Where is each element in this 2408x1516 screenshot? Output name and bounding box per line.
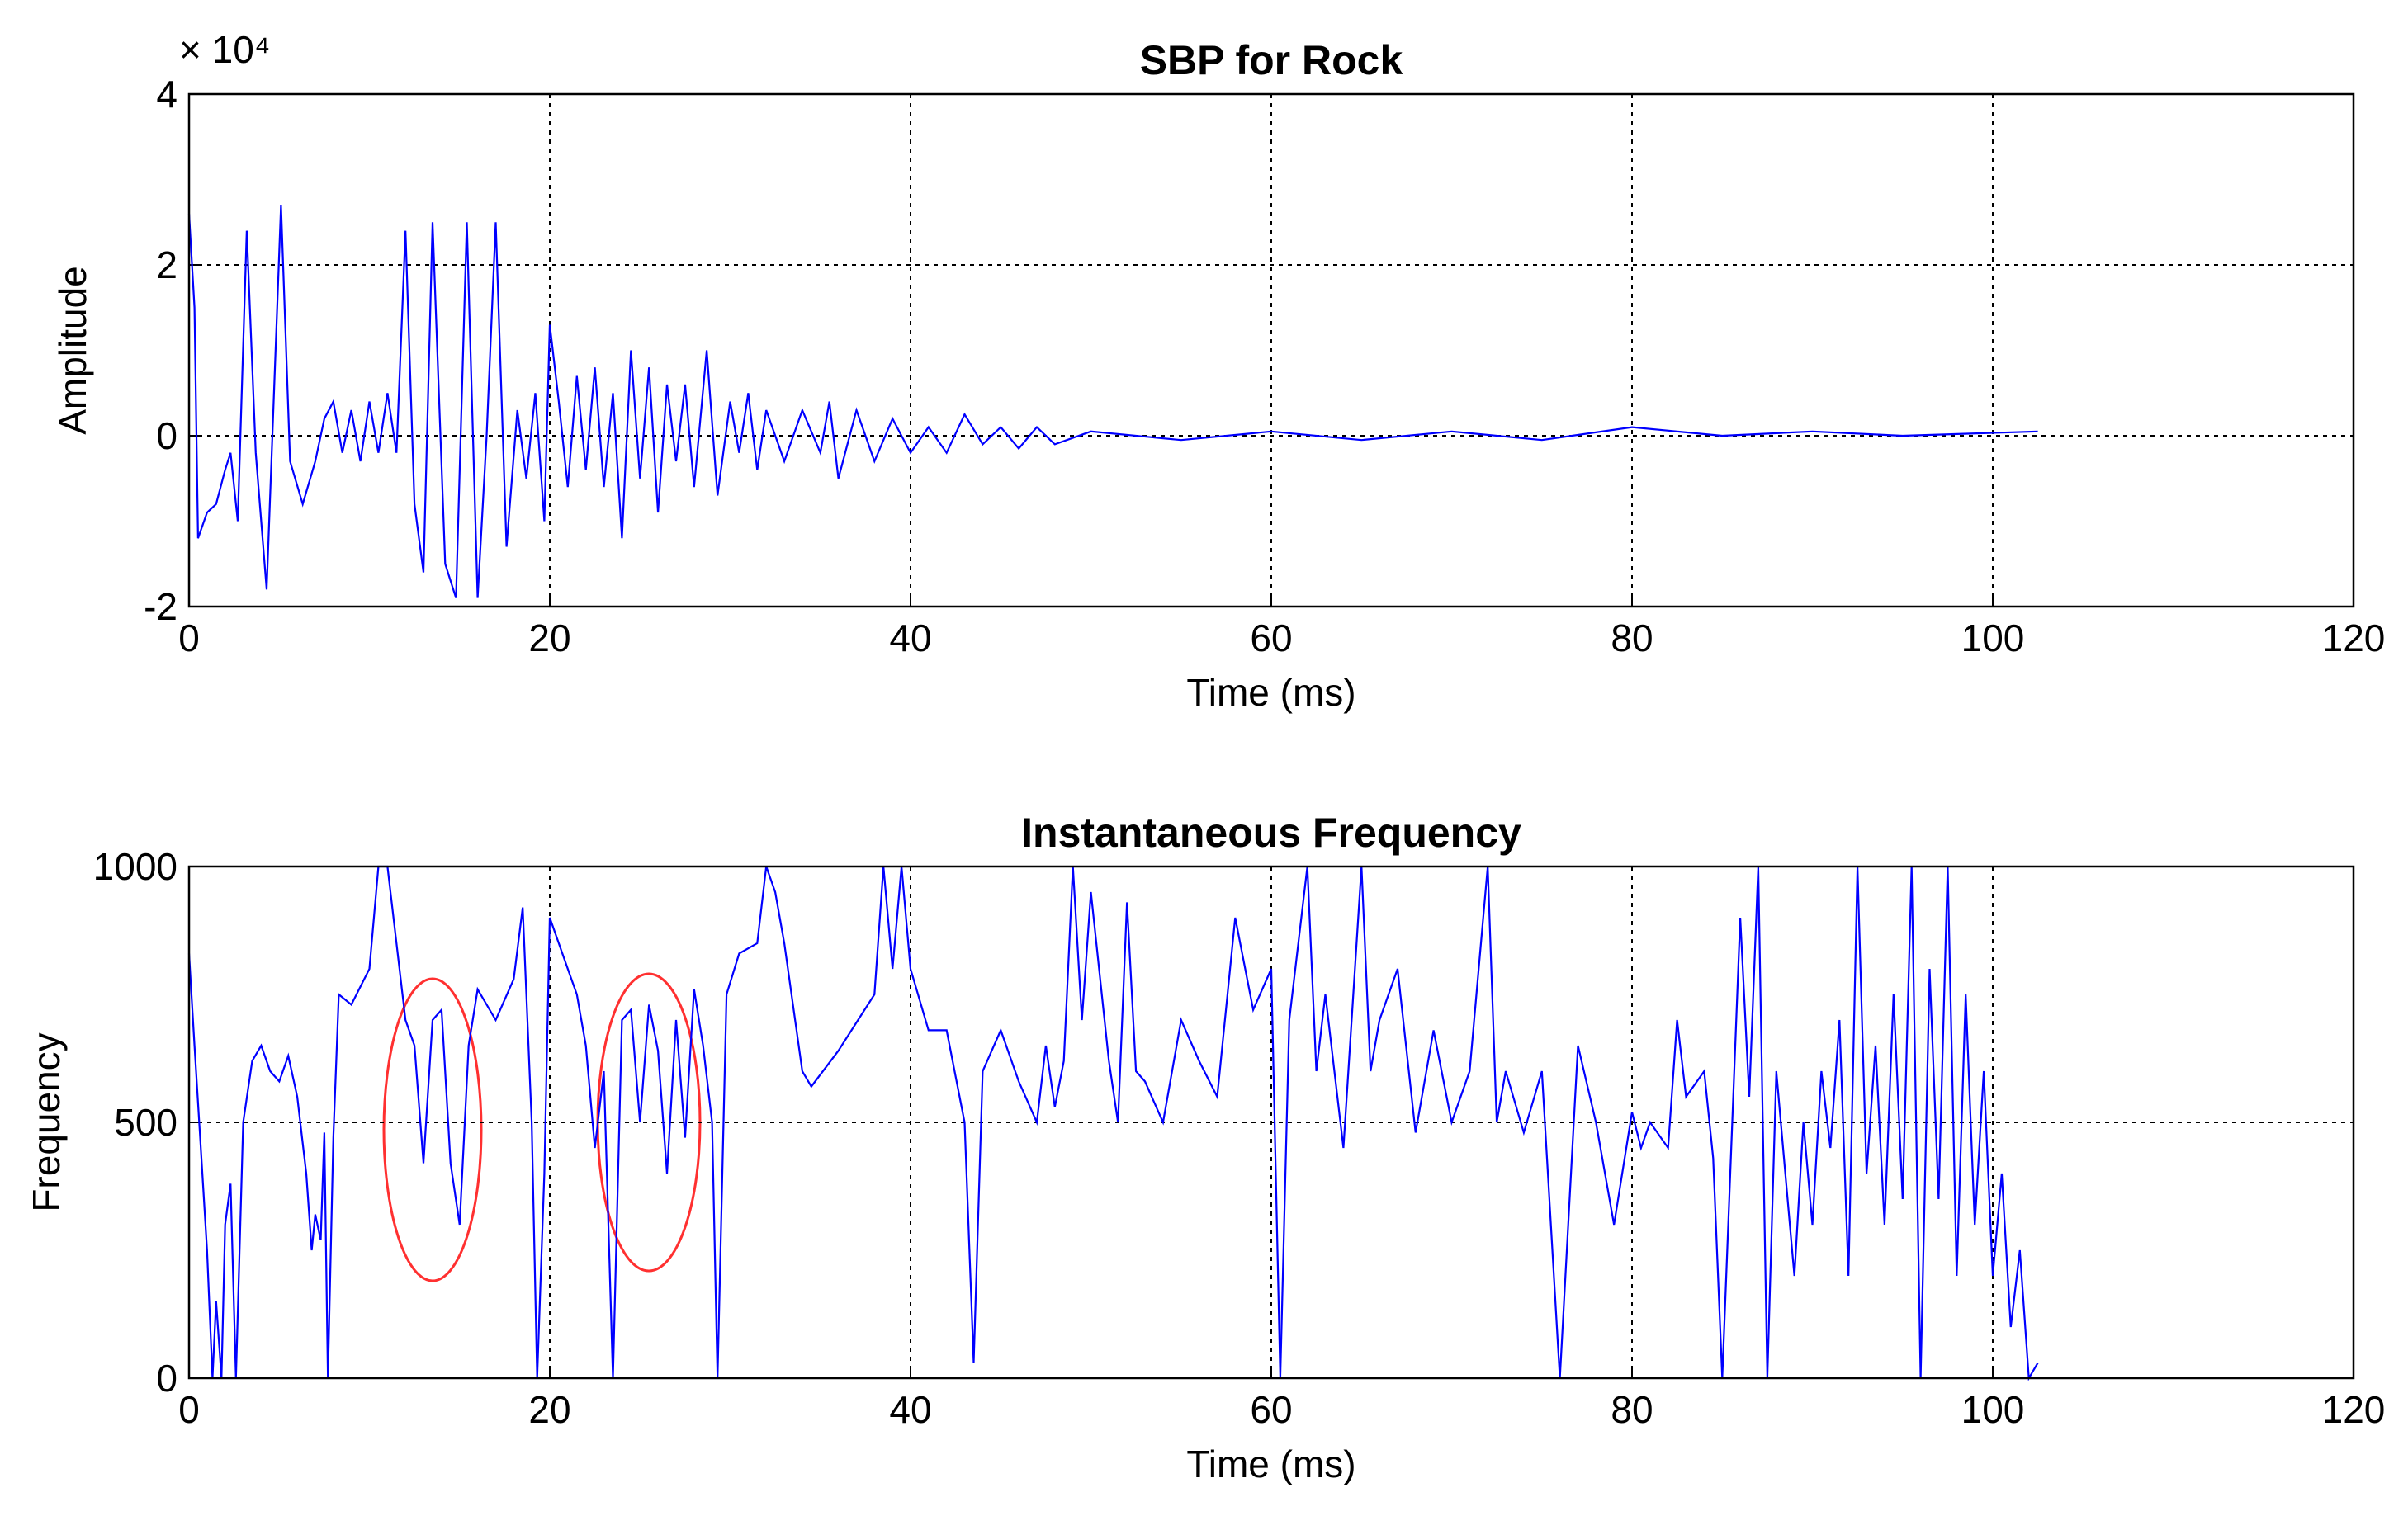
x-tick-label: 20 — [528, 1388, 570, 1431]
y-tick-label: 1000 — [93, 845, 177, 888]
y-axis-label: Amplitude — [51, 266, 94, 435]
y-tick-label: 4 — [156, 73, 177, 116]
y-tick-label: 2 — [156, 243, 177, 286]
y-exponent-label: × 10⁴ — [179, 28, 271, 71]
x-tick-label: 0 — [178, 1388, 200, 1431]
x-axis-label: Time (ms) — [1186, 1443, 1355, 1485]
y-tick-label: 0 — [156, 414, 177, 457]
y-tick-label: -2 — [144, 585, 177, 628]
x-tick-label: 0 — [178, 616, 200, 659]
y-tick-label: 0 — [156, 1357, 177, 1400]
x-tick-label: 80 — [1611, 616, 1653, 659]
y-axis-label: Frequency — [25, 1032, 68, 1211]
chart-title: Instantaneous Frequency — [1021, 810, 1521, 856]
x-tick-label: 20 — [528, 616, 570, 659]
x-tick-label: 120 — [2322, 1388, 2386, 1431]
x-tick-label: 40 — [889, 1388, 931, 1431]
y-tick-label: 500 — [114, 1101, 177, 1144]
x-tick-label: 60 — [1250, 616, 1292, 659]
signal-line — [187, 205, 2038, 598]
x-axis-label: Time (ms) — [1186, 671, 1355, 714]
x-tick-label: 100 — [1961, 616, 2025, 659]
x-tick-label: 80 — [1611, 1388, 1653, 1431]
x-tick-label: 100 — [1961, 1388, 2025, 1431]
axes-box — [187, 92, 2355, 608]
highlight-ellipse — [382, 977, 483, 1282]
chart-title: SBP for Rock — [1140, 37, 1403, 83]
signal-line — [187, 865, 2039, 1381]
x-tick-label: 120 — [2322, 616, 2386, 659]
x-tick-label: 40 — [889, 616, 931, 659]
axes-box — [187, 865, 2355, 1380]
x-tick-label: 60 — [1250, 1388, 1292, 1431]
